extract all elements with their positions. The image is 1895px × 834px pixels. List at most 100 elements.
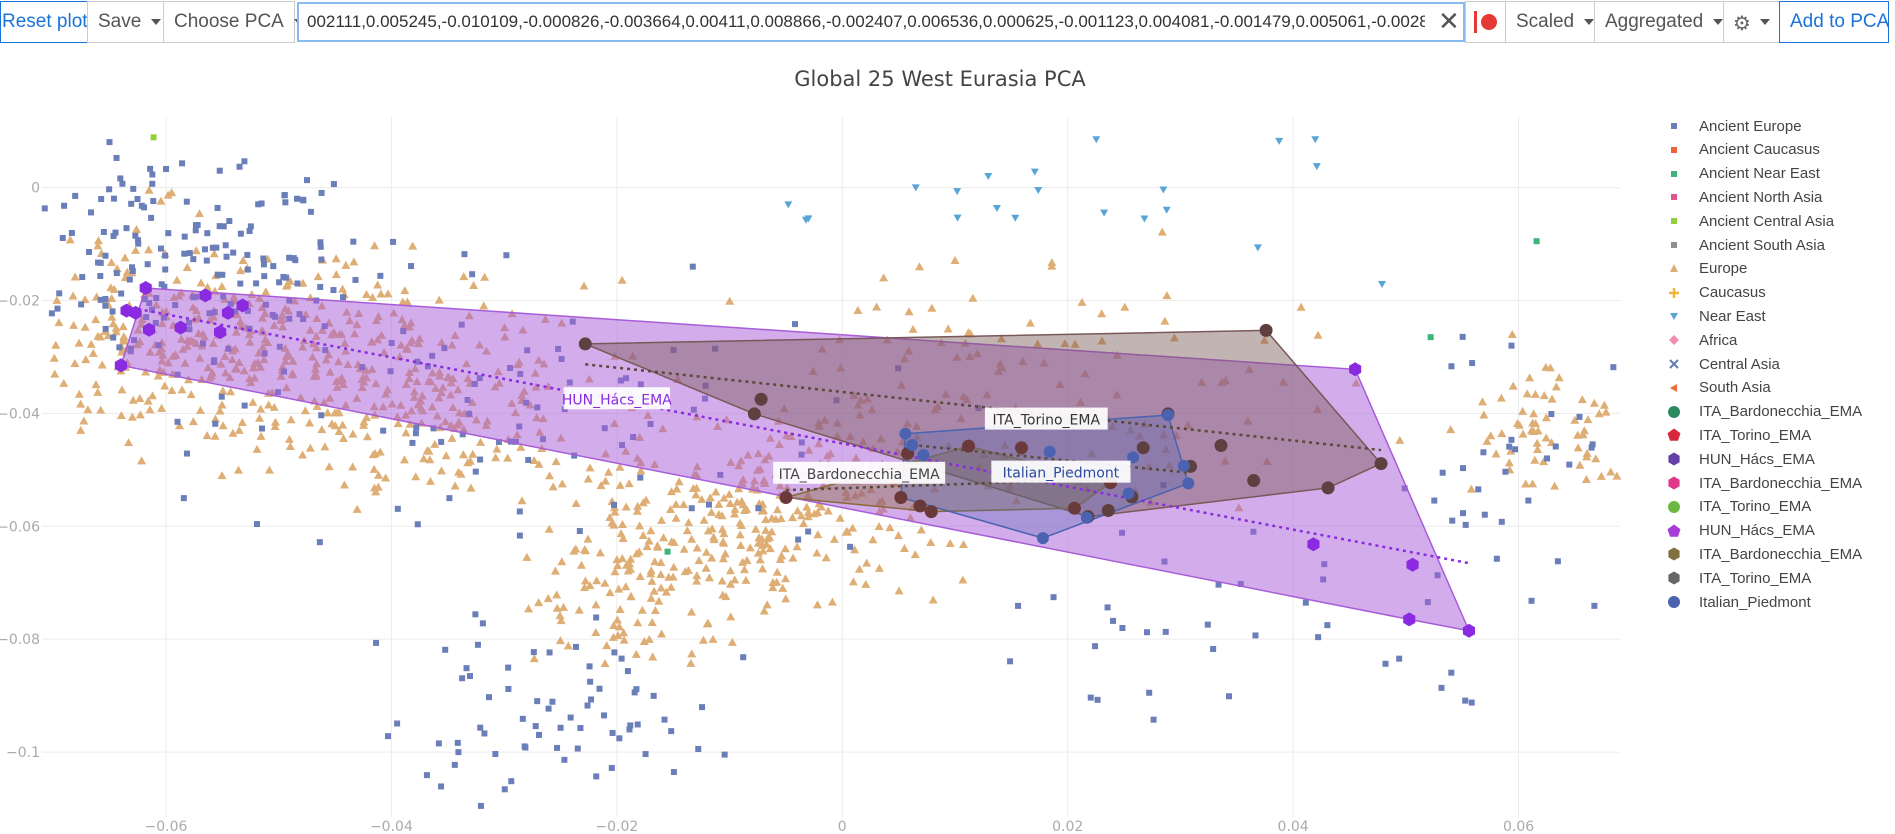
legend-item[interactable]: Italian_Piedmont [1663,591,1811,613]
legend-item[interactable]: Central Asia [1663,353,1780,375]
group-point [754,392,768,406]
europe-point [305,443,315,452]
ancient-europe-point [241,158,248,165]
legend-item[interactable]: South Asia [1663,377,1771,399]
ancient-europe-point [1610,364,1617,371]
europe-point [719,493,729,502]
europe-point [352,504,362,513]
ancient-europe-point [755,505,762,512]
europe-point [1070,339,1080,348]
aggregated-dropdown[interactable]: Aggregated [1594,1,1724,43]
europe-point [872,302,882,311]
legend-item[interactable]: Ancient Europe [1663,115,1802,137]
legend-marker [1671,123,1677,129]
legend-item[interactable]: Ancient Near East [1663,163,1820,185]
europe-point [1577,395,1587,404]
ancient-europe-point [1548,411,1555,418]
legend-item[interactable]: HUN_Hács_EMA [1663,520,1815,542]
ancient-europe-point [545,705,552,712]
europe-point [70,272,80,281]
ancient-europe-point [567,714,574,721]
legend-item[interactable]: Ancient Central Asia [1663,210,1834,232]
ancient-europe-point [574,745,581,752]
europe-point [312,401,322,410]
ancient-europe-point [1162,628,1169,635]
europe-point [671,513,681,522]
reset-plot-button[interactable]: Reset plot [0,1,88,43]
scaled-dropdown[interactable]: Scaled [1505,1,1595,43]
europe-point [702,619,712,628]
europe-point [821,553,831,562]
europe-point [669,562,679,571]
europe-point [618,534,628,543]
europe-point [341,260,351,269]
group-trend-line [785,477,1111,492]
chevron-down-icon [1713,19,1724,25]
europe-point [725,566,735,575]
europe-point [118,322,128,331]
europe-point [383,289,393,298]
europe-point [441,451,451,460]
legend-item[interactable]: ITA_Bardonecchia_EMA [1663,472,1862,494]
legend-item[interactable]: Ancient Caucasus [1663,139,1820,161]
europe-point [456,469,466,478]
ancient-europe-point [577,725,584,732]
legend-item[interactable]: ITA_Bardonecchia_EMA [1663,543,1862,565]
ancient-europe-point [516,508,523,515]
europe-point [1506,446,1516,455]
ancient-europe-point [186,250,193,257]
legend-item[interactable]: Ancient South Asia [1663,234,1825,256]
europe-point [226,387,236,396]
europe-point [405,419,415,428]
legend-item[interactable]: Africa [1663,329,1737,351]
europe-point [324,462,334,471]
ancient-europe-point [147,165,154,172]
near-east-point [801,216,810,224]
europe-point [1533,444,1543,453]
europe-point [517,496,527,505]
ancient-europe-point [519,715,526,722]
europe-point [156,196,166,205]
europe-point [829,534,839,543]
europe-point [639,636,649,645]
europe-point [668,572,678,581]
ancient-europe-point [805,528,812,535]
ancient-europe-point [557,724,564,731]
settings-dropdown[interactable] [1723,1,1780,43]
legend-item[interactable]: ITA_Bardonecchia_EMA [1663,401,1862,423]
ancient-europe-point [618,655,625,662]
add-to-pca-button[interactable]: Add to PCA [1779,1,1889,43]
legend-item[interactable]: Near East [1663,305,1766,327]
ancient-europe-point [1460,465,1467,472]
choose-pca-dropdown[interactable]: Choose PCA [163,1,304,43]
europe-point [1554,373,1564,382]
europe-point [368,293,378,302]
europe-point [726,612,736,621]
legend-item[interactable]: ITA_Torino_EMA [1663,567,1811,589]
europe-point [647,576,657,585]
ancient-europe-point [624,668,631,675]
ancient-europe-point [1092,643,1099,650]
ancient-europe-point [642,751,649,758]
pca-coordinates-input[interactable] [297,2,1465,42]
legend-item[interactable]: Caucasus [1663,282,1766,304]
legend-item[interactable]: ITA_Torino_EMA [1663,496,1811,518]
ancient-europe-point [214,271,221,278]
ancient-europe-point [330,181,337,188]
group-label: ITA_Torino_EMA [993,413,1101,429]
save-dropdown[interactable]: Save [87,1,164,43]
close-icon[interactable]: ✕ [1438,7,1460,37]
legend-item[interactable]: Ancient North Asia [1663,186,1822,208]
ancient-europe-point [534,698,541,705]
europe-point [788,553,798,562]
legend-item[interactable]: HUN_Hács_EMA [1663,448,1815,470]
europe-point [1533,426,1543,435]
legend-item[interactable]: ITA_Torino_EMA [1663,424,1811,446]
europe-point [926,538,936,547]
ancient-europe-point [174,418,181,425]
legend-item[interactable]: Europe [1663,258,1747,280]
ancient-europe-point [688,505,695,512]
europe-point [614,584,624,593]
europe-point [711,487,721,496]
europe-point [109,285,119,294]
